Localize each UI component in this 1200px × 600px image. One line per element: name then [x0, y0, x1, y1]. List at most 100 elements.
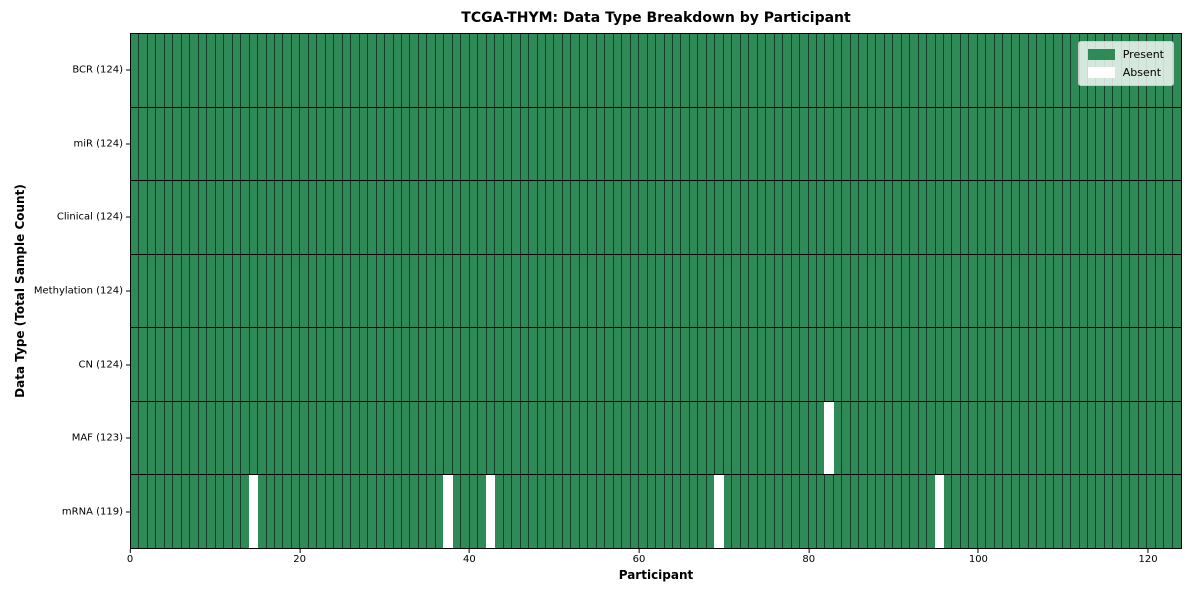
heatmap-cell-present [579, 181, 589, 254]
heatmap-cell-present [156, 401, 165, 475]
heatmap-cell-present [783, 328, 792, 401]
heatmap-cell-present [359, 107, 369, 181]
heatmap-cell-present [1096, 181, 1105, 254]
heatmap-cell-present [300, 181, 309, 254]
heatmap-cell-present [1079, 181, 1088, 254]
heatmap-cell-present [232, 401, 242, 475]
heatmap-cell-present [960, 475, 970, 549]
heatmap-cell-present [791, 34, 801, 107]
heatmap-cell-present [410, 181, 419, 254]
heatmap-cell-present [901, 34, 911, 107]
heatmap-cell-present [1054, 34, 1063, 107]
heatmap-cell-absent [486, 475, 496, 549]
heatmap-cell-present [444, 401, 453, 475]
heatmap-cell-present [960, 328, 970, 401]
heatmap-cell-present [689, 401, 699, 475]
heatmap-cell-present [342, 181, 352, 254]
heatmap-cell-present [994, 107, 1004, 181]
heatmap-cell-present [579, 328, 589, 401]
heatmap-cell-present [596, 254, 606, 328]
heatmap-cell-present [131, 254, 140, 328]
heatmap-cell-present [622, 34, 631, 107]
chart-title: TCGA-THYM: Data Type Breakdown by Partic… [461, 10, 851, 26]
heatmap-cell-present [469, 475, 479, 549]
heatmap-cell-present [291, 254, 301, 328]
heatmap-cell-present [732, 107, 741, 181]
heatmap-cell-present [766, 254, 775, 328]
heatmap-cell-present [283, 254, 292, 328]
heatmap-cell-present [656, 328, 665, 401]
heatmap-cell-present [529, 34, 538, 107]
heatmap-cell-present [224, 181, 233, 254]
heatmap-cell-present [351, 328, 360, 401]
heatmap-cell-present [757, 34, 767, 107]
heatmap-cell-present [681, 34, 690, 107]
heatmap-cell-present [241, 181, 250, 254]
heatmap-cell-present [749, 475, 758, 549]
heatmap-cell-present [1130, 254, 1139, 328]
heatmap-cell-present [1121, 328, 1131, 401]
heatmap-cell-present [1096, 254, 1105, 328]
heatmap-cell-present [156, 181, 165, 254]
heatmap-cell-present [630, 34, 640, 107]
heatmap-cell-present [452, 181, 462, 254]
heatmap-cell-present [469, 254, 479, 328]
x-tick-label: 0 [126, 554, 134, 565]
heatmap-cell-present [258, 181, 267, 254]
heatmap-cell-present [325, 328, 335, 401]
heatmap-cell-present [706, 401, 716, 475]
heatmap-cell-present [359, 328, 369, 401]
heatmap-cell-present [1155, 254, 1165, 328]
heatmap-cell-present [461, 475, 470, 549]
heatmap-cell-present [749, 181, 758, 254]
heatmap-cell-present [274, 181, 284, 254]
plot-area: Present Absent [130, 33, 1182, 549]
heatmap-cell-present [757, 254, 767, 328]
heatmap-cell-present [1062, 401, 1072, 475]
heatmap-cell-present [681, 401, 690, 475]
heatmap-cell-present [579, 401, 589, 475]
heatmap-cell-present [452, 475, 462, 549]
heatmap-cell-present [139, 328, 148, 401]
heatmap-cell-present [850, 254, 860, 328]
heatmap-cell-present [673, 475, 682, 549]
heatmap-cell-present [190, 475, 199, 549]
heatmap-cell-present [986, 254, 995, 328]
heatmap-cell-present [1164, 328, 1173, 401]
heatmap-cell-present [1155, 107, 1165, 181]
x-tick-mark [1147, 549, 1149, 553]
heatmap-cell-present [969, 254, 978, 328]
heatmap-cell-present [402, 254, 411, 328]
heatmap-cell-present [334, 401, 343, 475]
heatmap-cell-present [664, 107, 673, 181]
heatmap-cell-present [1113, 107, 1122, 181]
heatmap-cell-present [283, 107, 292, 181]
heatmap-cell-present [816, 181, 826, 254]
heatmap-cell-present [579, 475, 589, 549]
heatmap-cell-present [156, 475, 165, 549]
heatmap-cell-present [291, 401, 301, 475]
heatmap-cell-present [893, 401, 902, 475]
heatmap-cell-present [164, 181, 174, 254]
heatmap-cell-present [977, 254, 987, 328]
y-tick-methylation: Methylation (124) [34, 286, 130, 297]
heatmap-cell-present [816, 475, 826, 549]
heatmap-cell-present [656, 107, 665, 181]
heatmap-cell-present [249, 34, 259, 107]
heatmap-cell-present [715, 401, 724, 475]
heatmap-cell-present [791, 181, 801, 254]
heatmap-cell-present [207, 328, 216, 401]
heatmap-cell-present [190, 254, 199, 328]
heatmap-cell-present [613, 107, 623, 181]
heatmap-cell-present [1062, 181, 1072, 254]
heatmap-cell-present [486, 254, 496, 328]
heatmap-cell-present [215, 107, 225, 181]
heatmap-cell-present [418, 181, 428, 254]
heatmap-cell-present [986, 475, 995, 549]
heatmap-cell-present [944, 328, 953, 401]
heatmap-cell-present [435, 254, 445, 328]
heatmap-cell-present [808, 34, 817, 107]
heatmap-cell-present [173, 475, 182, 549]
heatmap-cell-present [1113, 401, 1122, 475]
heatmap-cell-absent [444, 475, 453, 549]
